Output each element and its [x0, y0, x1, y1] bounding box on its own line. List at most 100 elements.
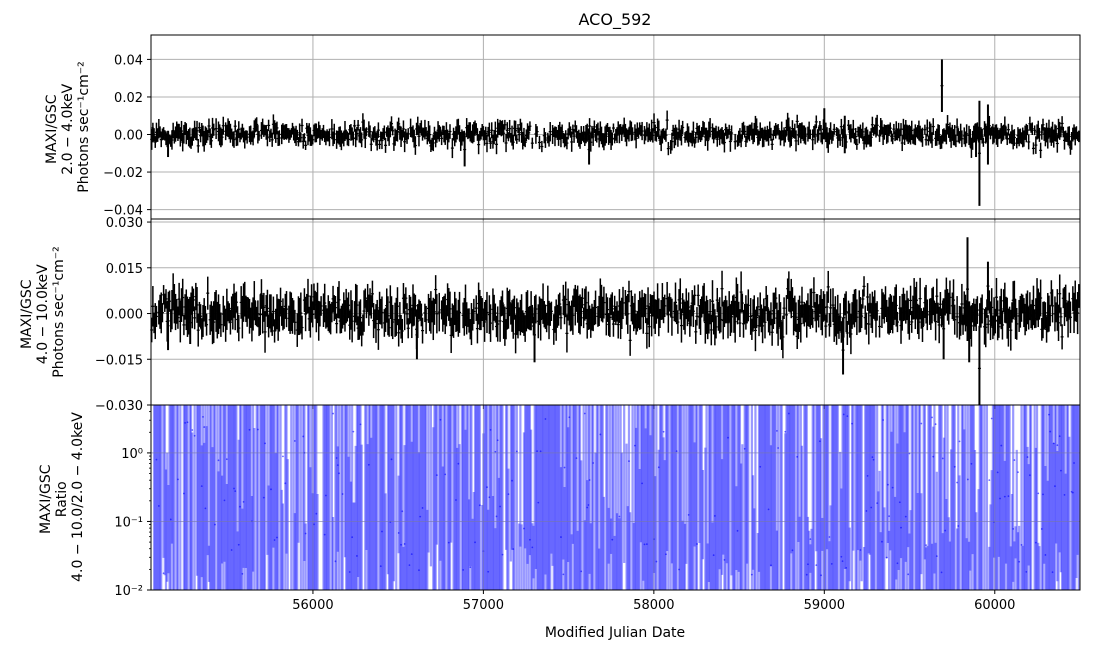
- ratio-point: [859, 549, 862, 551]
- ratio-point: [408, 564, 411, 567]
- ratio-point: [1020, 544, 1023, 546]
- ratio-point: [841, 560, 844, 563]
- ratio-point: [953, 465, 956, 468]
- ratio-point: [904, 515, 907, 518]
- ratio-point: [223, 499, 226, 502]
- ratio-point: [162, 572, 165, 575]
- ratio-point: [539, 450, 542, 453]
- ratio-point: [934, 423, 937, 426]
- ratio-point: [871, 456, 874, 459]
- ratio-point: [217, 459, 220, 462]
- ratio-point: [898, 501, 901, 504]
- ratio-point: [184, 422, 186, 424]
- ratio-point: [736, 529, 739, 532]
- ratio-point: [759, 465, 762, 468]
- ratio-point: [645, 543, 648, 546]
- ratio-point: [256, 428, 259, 431]
- ratio-point: [665, 553, 667, 556]
- ratio-point: [580, 570, 583, 573]
- ratio-point: [537, 501, 540, 504]
- ratio-point: [1049, 430, 1052, 433]
- ratio-point: [940, 571, 943, 574]
- panel-1-ylabel: MAXI/GSC 2.0 − 4.0keV Photons sec⁻¹cm⁻²: [44, 61, 92, 193]
- ratio-point: [920, 422, 923, 425]
- ratio-point: [743, 447, 746, 450]
- y-tick-label: 10⁰: [121, 447, 143, 462]
- ratio-point: [900, 526, 902, 529]
- ratio-point: [770, 564, 772, 567]
- ratio-point: [907, 573, 910, 576]
- ratio-point: [777, 447, 780, 449]
- ratio-point: [866, 474, 869, 477]
- ratio-point: [1056, 444, 1059, 447]
- ratio-point: [830, 562, 833, 565]
- ratio-point: [313, 523, 315, 526]
- ratio-point: [336, 464, 339, 466]
- ratio-point: [381, 530, 383, 533]
- ratio-point: [870, 506, 873, 509]
- ratio-point: [888, 515, 890, 518]
- ratio-point: [276, 536, 278, 539]
- ratio-point: [367, 463, 370, 466]
- ratio-point: [248, 428, 251, 431]
- ratio-point: [225, 458, 228, 461]
- ratio-point: [293, 440, 296, 442]
- panel-3-ylabel: MAXI/GSC Ratio 4.0 − 10.0/2.0 − 4.0keV: [38, 412, 86, 582]
- ratio-point: [529, 538, 531, 541]
- x-tick-label: 58000: [633, 598, 674, 613]
- ratio-point: [499, 505, 501, 508]
- ratio-point: [1048, 413, 1050, 416]
- ratio-point: [587, 504, 590, 506]
- ratio-point: [496, 439, 499, 442]
- ratio-point: [791, 549, 794, 552]
- ratio-point: [487, 570, 490, 573]
- ratio-point: [237, 543, 240, 546]
- ratio-point: [193, 434, 196, 437]
- ratio-point: [941, 457, 944, 460]
- ratio-point: [419, 515, 422, 518]
- ratio-point: [820, 574, 822, 577]
- y-tick-label: 0.04: [114, 53, 143, 68]
- ratio-point: [488, 496, 491, 499]
- ratio-point: [334, 560, 337, 563]
- ratio-point: [678, 568, 680, 571]
- ratio-point: [324, 494, 327, 497]
- ratio-point: [444, 473, 447, 476]
- ratio-point: [560, 536, 562, 538]
- ratio-point: [990, 417, 993, 420]
- ratio-point: [323, 533, 326, 536]
- ratio-point: [966, 478, 969, 481]
- ratio-point: [727, 436, 729, 439]
- ratio-point: [531, 546, 534, 549]
- ratio-point: [397, 532, 400, 534]
- ratio-point: [881, 540, 883, 543]
- y-tick-label: 0.000: [106, 308, 143, 323]
- ratio-point: [599, 433, 602, 436]
- ratio-point: [932, 455, 935, 458]
- ratio-point: [586, 506, 589, 509]
- ratio-point: [515, 450, 518, 453]
- ratio-point: [767, 508, 770, 511]
- ratio-point: [1073, 462, 1075, 464]
- ratio-point: [270, 488, 272, 491]
- ratio-point: [657, 466, 660, 469]
- ratio-point: [807, 563, 809, 566]
- ratio-point: [455, 499, 457, 501]
- ratio-point: [447, 541, 450, 544]
- ratio-point: [996, 471, 999, 474]
- x-axis-label: Modified Julian Date: [545, 625, 685, 641]
- ratio-point: [332, 412, 334, 415]
- y-tick-label: 10⁻²: [114, 584, 143, 599]
- x-tick-label: 60000: [974, 598, 1015, 613]
- ratio-point: [495, 515, 498, 518]
- panel-1: −0.04 −0.02 0.00 0.02 0.04 MAXI/GSC 2.0 − 4.…: [44, 34, 1081, 223]
- ratio-point: [439, 418, 442, 421]
- panel-2-ylabel: MAXI/GSC 4.0 − 10.0keV Photons sec⁻¹cm⁻²: [19, 246, 67, 378]
- ratio-point: [356, 555, 358, 557]
- ratio-point: [1012, 527, 1015, 530]
- ratio-point: [611, 538, 614, 541]
- ratio-point: [1000, 444, 1003, 447]
- ratio-point: [750, 573, 753, 576]
- ratio-point: [536, 450, 538, 453]
- ratio-point: [712, 554, 715, 557]
